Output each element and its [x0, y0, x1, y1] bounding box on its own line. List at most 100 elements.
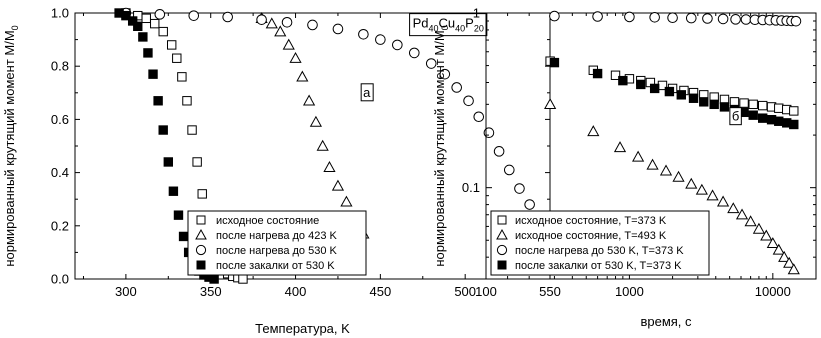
legend-a: [187, 210, 367, 276]
data-point-b-s1: [783, 256, 796, 268]
y-tick-label-a: 0.6: [51, 112, 69, 127]
x-axis-label-a: Температура, K: [255, 321, 350, 336]
data-point-b-s1: [646, 158, 659, 170]
data-point-b-s0: [610, 70, 621, 80]
data-point-b-s1: [727, 202, 740, 214]
data-point-b-s2: [549, 10, 560, 22]
data-point-b-s1: [706, 189, 719, 201]
data-point-a-s2: [451, 82, 462, 93]
data-point-b-s1: [685, 177, 698, 189]
legend-marker-a: [196, 260, 206, 270]
legend-label-a: после закалки от 530 K: [216, 260, 335, 272]
y-axis-label-a: нормированный крутящий момент M/M0: [2, 25, 20, 266]
legend-marker-b: [496, 228, 508, 240]
data-point-a-s3: [127, 16, 138, 26]
y-tick-label-a: 0.2: [51, 218, 69, 233]
data-point-b-s3: [719, 102, 730, 112]
data-point-b-s3: [758, 113, 768, 123]
data-point-b-s1: [659, 164, 673, 176]
data-point-a-s3: [143, 48, 153, 58]
data-point-b-s2: [740, 14, 752, 25]
data-point-b-s1: [772, 243, 785, 255]
y-tick-label-a: 1.0: [51, 6, 69, 21]
data-point-b-s1: [632, 150, 645, 162]
data-point-b-s1: [735, 208, 749, 220]
data-point-b-s2: [667, 12, 678, 23]
data-point-b-s1: [695, 183, 708, 195]
data-point-b-s1: [613, 141, 627, 153]
data-point-a-s0: [177, 72, 187, 82]
data-point-a-s0: [187, 125, 197, 135]
legend-label-a: исходное состояние: [216, 215, 319, 227]
y-tick-label-b: 1: [473, 6, 480, 21]
panel-label-box-b: [729, 107, 742, 126]
data-point-b-s0: [739, 98, 749, 108]
data-point-b-s2: [649, 11, 660, 23]
legend-b: [490, 210, 710, 276]
data-point-a-s2: [524, 199, 535, 210]
data-point-a-s3: [153, 96, 163, 106]
legend-marker-b: [497, 215, 507, 225]
y-tick-label-a: 0.8: [51, 59, 69, 74]
data-point-b-s2: [702, 13, 713, 24]
data-point-a-s1: [309, 115, 322, 127]
data-point-a-s0: [166, 40, 177, 50]
data-point-b-s1: [778, 250, 791, 262]
legend-label-a: после нагрева до 423 K: [216, 230, 338, 242]
legend-marker-a: [195, 244, 207, 256]
y-axis-label-b: нормированный крутящий момент M/M0: [432, 25, 450, 266]
data-point-a-s0: [141, 13, 151, 24]
x-tick-label-a: 350: [200, 284, 222, 299]
x-tick-label-a: 500: [454, 284, 476, 299]
x-tick-label-a: 550: [539, 284, 561, 299]
series-a: [114, 7, 554, 284]
data-point-a-s2: [375, 34, 386, 45]
data-point-a-s1: [323, 161, 336, 172]
data-point-b-s0: [789, 106, 799, 116]
data-point-a-s2: [503, 164, 515, 176]
panel-label-a: а: [363, 85, 371, 100]
data-point-a-s0: [182, 96, 192, 106]
data-point-b-s3: [676, 90, 686, 100]
data-point-a-s0: [150, 18, 160, 29]
data-point-a-s1: [289, 51, 302, 63]
chart-b: 100 1000 10000 0.1 1 время, с нормированный кр…: [432, 6, 817, 329]
data-point-b-s2: [790, 15, 802, 27]
data-point-b-s2: [717, 13, 729, 25]
data-point-a-s1: [331, 179, 345, 191]
x-tick-label-a: 400: [285, 284, 307, 299]
data-point-b-s3: [709, 99, 719, 110]
data-point-a-s0: [197, 189, 207, 199]
data-point-b-s3: [649, 83, 660, 94]
x-tick-label-b: 100: [475, 284, 497, 299]
legend-marker-b: [497, 260, 507, 270]
data-point-b-s3: [774, 116, 784, 126]
data-point-a-s3: [163, 157, 174, 167]
legend-label-a: после нагрева до 530 K: [216, 245, 338, 257]
data-point-a-s3: [173, 210, 184, 220]
data-point-b-s3: [688, 93, 699, 103]
data-point-b-s2: [592, 11, 603, 22]
data-point-a-s2: [281, 17, 293, 28]
data-point-b-s3: [636, 79, 646, 90]
data-point-a-s3: [133, 21, 143, 31]
y-tick-label-a: 0.4: [51, 165, 69, 180]
data-point-a-s2: [425, 58, 437, 69]
data-point-b-s3: [664, 86, 675, 97]
x-axis-label-b: время, с: [640, 314, 692, 329]
data-point-a-s2: [514, 183, 525, 194]
data-point-a-s2: [463, 95, 474, 107]
legend-label-b: после закалки от 530 K, T=373 K: [515, 260, 682, 272]
data-point-b-s3: [592, 68, 603, 79]
x-tick-label-b: 10000: [755, 284, 791, 299]
data-point-a-s3: [138, 32, 148, 42]
x-tick-label-a: 450: [370, 284, 392, 299]
data-point-a-s3: [178, 231, 189, 242]
data-point-a-s1: [265, 17, 278, 29]
data-point-a-s2: [439, 68, 451, 80]
data-point-a-s3: [158, 125, 168, 135]
data-point-b-s2: [624, 11, 635, 23]
data-point-b-s3: [618, 75, 628, 86]
legend-label-b: исходное состояние, T=373 K: [515, 215, 667, 227]
data-point-b-s1: [766, 237, 779, 249]
